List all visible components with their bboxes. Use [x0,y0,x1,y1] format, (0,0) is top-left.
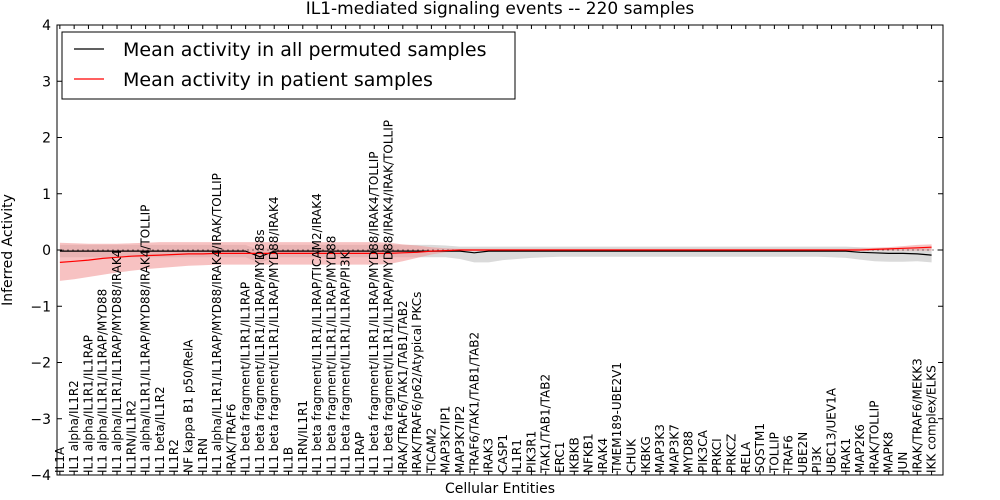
x-tick-label: IL1 beta fragment/IL1R1/IL1RAP/MYD88/IRA… [382,120,396,473]
x-tick-label: TMEM189-UBE2V1 [610,362,624,474]
x-tick-label: IL1 alpha/IL1R1/IL1RAP/MYD88/IRAK4/IRAK/… [210,173,224,473]
y-tick-label: −4 [30,468,51,484]
series-line-permuted [59,250,932,258]
y-axis-ticks: −4 −3 −2 −1 0 1 2 3 4 [30,18,943,484]
band-patient [59,242,932,281]
x-tick-label: NFKB1 [582,433,596,473]
x-tick-label: IL1 beta fragment/IL1R1/IL1RAP/MYD88 [324,236,338,473]
legend-label-patient: Mean activity in patient samples [123,69,433,91]
x-tick-label: IL1 beta fragment/IL1R1/IL1RAP/MYD88/IRA… [367,152,381,473]
x-tick-label: UBC13/UEV1A [825,387,839,473]
x-tick-label: TOLLIP [767,432,781,474]
x-tick-label: IL1R1 [510,439,524,473]
x-axis-title: Cellular Entities [445,481,555,497]
x-tick-label: IRAK/TRAF6/TAK1/TAB1/TAB2 [396,300,410,473]
x-tick-label: UBE2N [796,432,810,473]
x-tick-label: TRAF6 [782,435,796,474]
x-tick-label: IL1 alpha/IL1R1/IL1RAP/MYD88/IRAK4 [110,250,124,473]
x-tick-label: TAK1/TAB1/TAB2 [539,374,553,474]
x-tick-label: MAP3K3 [653,424,667,473]
x-tick-label: IL1 beta fragment/IL1R1/IL1RAP [239,282,253,473]
x-tick-label: IL1 beta fragment/IL1R1/IL1RAP/PI3K [339,250,353,473]
x-tick-label: IRAK/TRAF6 [224,404,238,473]
x-tick-label: IL1R2 [167,439,181,473]
x-tick-label: IKBKB [567,437,581,473]
x-tick-label: ERC1 [553,442,567,473]
series-line-patient [59,246,932,263]
x-tick-label: IRAK1 [839,438,853,473]
x-tick-label: CHUK [624,438,638,473]
x-tick-label: IL1RN/IL1R1 [296,400,310,473]
x-tick-label: JUN [896,452,910,474]
y-tick-label: 3 [42,74,51,90]
x-tick-label: IL1B [282,447,296,473]
x-tick-label: IRAK/TRAF6/p62/Atypical PKCs [410,292,424,473]
y-tick-label: 2 [42,131,51,147]
legend-box [61,31,516,100]
series-lines [59,246,932,263]
x-tick-label: IL1 beta fragment/IL1R1/IL1RAP/TICAM2/IR… [310,193,324,473]
x-tick-label: MAP3K7 [667,424,681,473]
x-tick-label: IL1RAP [353,432,367,473]
x-tick-label: IL1 alpha/IL1R2 [67,380,81,473]
x-tick-label: IRAK4 [596,438,610,473]
x-tick-label: CASP1 [496,434,510,473]
x-tick-label: PIK3R1 [524,431,538,473]
y-tick-label: 4 [42,18,51,34]
x-tick-label: RELA [739,441,753,473]
x-tick-label: IL1 beta fragment/IL1R1/IL1RAP/MYD88s [253,229,267,473]
x-tick-label: PIK3CA [696,429,710,473]
legend: Mean activity in all permuted samples Me… [61,31,516,100]
y-tick-label: −2 [30,356,51,372]
legend-label-permuted: Mean activity in all permuted samples [123,39,486,61]
y-tick-label: 0 [42,243,51,259]
confidence-bands [59,242,932,281]
x-tick-label: IRAK/TRAF6/MEKK3 [910,358,924,473]
x-tick-label: TICAM2 [424,428,438,474]
y-tick-label: −3 [30,412,51,428]
y-axis-title: Inferred Activity [0,194,16,306]
x-tick-label: PRKCZ [725,434,739,473]
x-axis-ticks [59,25,933,475]
x-tick-label: MAPK8 [882,432,896,473]
x-tick-label: MAP3K7IP2 [453,406,467,473]
x-tick-label: PRKCI [710,438,724,473]
x-tick-label: IL1 alpha/IL1R1/IL1RAP/MYD88/IRAK4/TOLLI… [139,205,153,473]
x-tick-label: TRAF6/TAK1/TAB1/TAB2 [467,332,481,474]
chart-title: IL1-mediated signaling events -- 220 sam… [306,0,695,19]
x-tick-label: NF kappa B1 p50/RelA [181,339,195,473]
x-tick-label: IKBKG [639,436,653,473]
x-tick-label: IL1 alpha/IL1R1/IL1RAP [81,335,95,473]
x-tick-label: IKK complex/ELKS [925,365,939,473]
x-tick-label: PI3K [810,446,824,473]
y-tick-label: −1 [30,299,51,315]
x-tick-label: IRAK3 [482,438,496,473]
x-tick-label: SQSTM1 [753,423,767,473]
x-tick-label: IL1 beta/IL1R2 [153,386,167,473]
x-tick-labels: IL1A IL1 alpha/IL1R2 IL1 alpha/IL1R1/IL1RA… [53,120,939,474]
x-tick-label: IRAK/TOLLIP [867,401,881,473]
x-tick-label: MAP2K6 [853,424,867,473]
x-tick-label: IL1 alpha/IL1R1/IL1RAP/MYD88 [96,289,110,473]
x-tick-label: IL1RN/IL1R2 [124,400,138,473]
x-tick-label: IL1 beta fragment/IL1R1/IL1RAP/MYD88/IRA… [267,196,281,473]
x-tick-label: MAP3K7IP1 [439,406,453,473]
y-tick-label: 1 [42,187,51,203]
x-tick-label: IL1A [53,446,67,473]
x-tick-label: IL1RN [196,438,210,473]
x-tick-label: MYD88 [682,431,696,473]
